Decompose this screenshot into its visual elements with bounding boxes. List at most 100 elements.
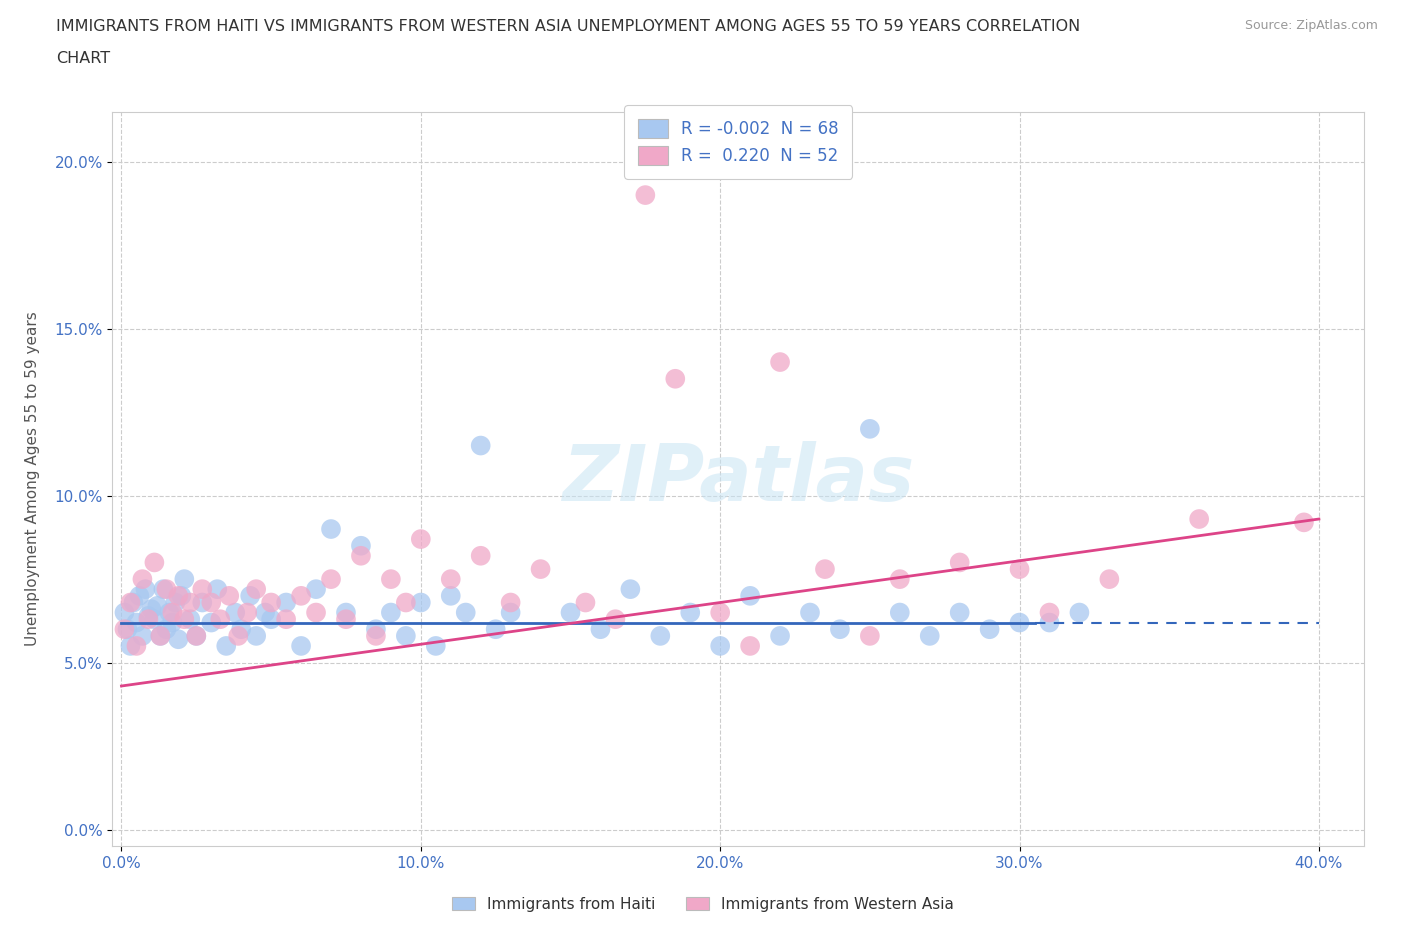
Point [409,532,432,547]
Point [165,595,187,610]
Point [1188,512,1211,526]
Point [1098,572,1121,587]
Text: Source: ZipAtlas.com: Source: ZipAtlas.com [1244,19,1378,32]
Point [138,608,160,623]
Point [245,582,267,597]
Point [179,612,201,627]
Point [949,605,972,620]
Point [128,589,150,604]
Point [260,612,283,627]
Y-axis label: Unemployment Among Ages 55 to 59 years: Unemployment Among Ages 55 to 59 years [25,312,41,646]
Point [162,605,184,620]
Point [155,622,177,637]
Point [290,639,312,654]
Point [574,595,596,610]
Point [157,605,180,620]
Point [769,629,792,644]
Point [141,602,163,617]
Point [650,629,672,644]
Point [200,595,222,610]
Point [335,605,357,620]
Point [125,615,148,630]
Point [634,188,657,203]
Point [152,582,174,597]
Point [1008,615,1031,630]
Point [200,615,222,630]
Point [254,605,277,620]
Point [560,605,582,620]
Point [859,629,882,644]
Point [143,555,166,570]
Point [664,371,686,386]
Point [350,538,373,553]
Point [814,562,837,577]
Point [131,572,153,587]
Point [120,595,142,610]
Point [179,595,201,610]
Point [380,605,402,620]
Point [305,582,328,597]
Point [236,605,259,620]
Point [364,622,387,637]
Point [245,629,267,644]
Point [149,629,172,644]
Point [440,589,463,604]
Point [170,589,193,604]
Point [207,582,229,597]
Point [209,612,232,627]
Point [114,605,136,620]
Point [290,589,312,604]
Point [186,629,208,644]
Point [162,615,184,630]
Point [134,582,156,597]
Point [274,612,297,627]
Point [305,605,328,620]
Point [799,605,821,620]
Point [589,622,612,637]
Point [226,629,249,644]
Point [167,631,190,646]
Point [889,605,911,620]
Point [1038,605,1060,620]
Point [709,639,731,654]
Point [191,595,214,610]
Point [215,639,238,654]
Point [319,572,342,587]
Point [395,595,418,610]
Point [499,595,522,610]
Point [918,629,941,644]
Point [529,562,551,577]
Legend: Immigrants from Haiti, Immigrants from Western Asia: Immigrants from Haiti, Immigrants from W… [446,890,960,918]
Point [125,639,148,654]
Point [1069,605,1091,620]
Point [1008,562,1031,577]
Point [828,622,851,637]
Point [440,572,463,587]
Point [470,438,492,453]
Point [364,629,387,644]
Point [173,612,195,627]
Point [485,622,508,637]
Point [889,572,911,587]
Text: CHART: CHART [56,51,110,66]
Point [239,589,262,604]
Point [117,622,139,637]
Point [319,522,342,537]
Point [173,572,195,587]
Point [619,582,641,597]
Point [224,605,246,620]
Point [191,582,214,597]
Point [260,595,283,610]
Point [122,595,145,610]
Point [1038,615,1060,630]
Point [167,589,190,604]
Point [380,572,402,587]
Point [470,549,492,564]
Text: IMMIGRANTS FROM HAITI VS IMMIGRANTS FROM WESTERN ASIA UNEMPLOYMENT AMONG AGES 55: IMMIGRANTS FROM HAITI VS IMMIGRANTS FROM… [56,19,1080,33]
Point [138,612,160,627]
Point [605,612,627,627]
Point [186,629,208,644]
Point [146,598,169,613]
Point [409,595,432,610]
Point [740,639,762,654]
